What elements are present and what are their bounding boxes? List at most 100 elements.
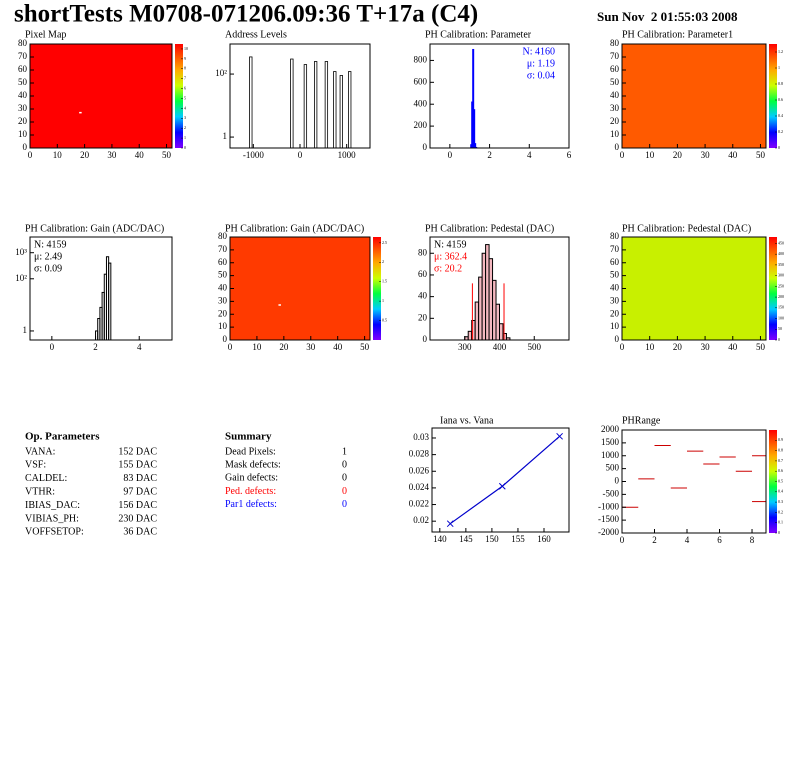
x-tick-label: 2 [487,150,492,160]
x-tick-label: 30 [701,342,711,352]
z-tick-label: 0.5 [382,317,387,322]
z-tick-label: 0.4 [778,489,783,494]
z-tick-label: 3 [184,115,186,120]
z-tick-label: 9 [184,56,186,61]
y-tick-label: -2000 [598,527,619,537]
x-tick-label: 8 [750,535,755,545]
x-tick-label: 145 [459,534,473,544]
z-tick-label: 0.1 [778,520,783,525]
z-tick-label: 0.5 [778,478,783,483]
z-tick-label: 5 [184,95,186,100]
y-tick-label: 60 [18,64,28,74]
y-tick-label: 0 [615,142,620,152]
x-tick-label: 0 [620,535,625,545]
hist-bin [481,252,487,341]
summary-value: 0 [342,473,347,484]
marker [446,520,454,528]
y-tick-label: 30 [610,103,620,113]
z-tick-label: 200 [778,294,784,299]
z-tick-label: 150 [778,305,784,310]
color-bar [175,44,183,148]
y-tick-label: 10 [18,129,28,139]
y-tick-label: 50 [610,270,620,280]
hist-bin [473,109,476,149]
panel-title: PH Calibration: Pedestal (DAC) [425,223,554,234]
summary-label: Par1 defects: [225,499,277,510]
param-label: IBIAS_DAC: [25,500,80,511]
y-tick-label: 400 [414,98,428,108]
stat: N: 4159 [434,239,467,250]
z-tick-label: 0.4 [778,113,783,118]
z-tick-label: 1 [778,65,780,70]
z-tick-label: 50 [778,326,782,331]
heatmap-area [230,237,370,340]
z-tick-label: 0.2 [778,129,783,134]
y-tick-label: 30 [18,103,28,113]
y-tick-label: 0 [423,142,428,152]
z-tick-label: 100 [778,315,784,320]
param-label: VANA: [25,446,55,457]
pixel [79,111,82,114]
hist-bin [485,244,490,341]
y-tick-label: 50 [610,77,620,87]
y-tick-label: 1000 [601,450,620,460]
x-tick-label: 150 [485,534,499,544]
y-tick-label: 1500 [601,437,620,447]
y-tick-label: 20 [610,116,620,126]
table-title: Summary [225,431,272,443]
y-tick-label: 0.02 [413,515,429,525]
z-tick-label: 450 [778,240,784,245]
param-value: 36 DAC [123,527,157,538]
summary-value: 0 [342,459,347,470]
x-tick-label: 4 [685,535,690,545]
x-tick-label: 20 [673,150,683,160]
x-tick-label: 20 [80,150,90,160]
hist-bin [492,279,497,341]
z-tick-label: 0 [778,145,780,150]
summary-value: 0 [342,499,347,510]
y-tick-label: 80 [610,231,620,241]
y-tick-label: 80 [610,38,620,48]
z-tick-label: 350 [778,262,784,267]
x-tick-label: 0 [620,150,625,160]
x-tick-label: 0 [448,150,453,160]
y-tick-label: 10 [218,321,228,331]
z-tick-label: 4 [184,105,186,110]
x-tick-label: 40 [135,150,145,160]
stat: σ: 0.04 [527,70,555,81]
stat: σ: 0.09 [34,263,62,274]
z-tick-label: 0 [778,337,780,342]
stat: μ: 1.19 [527,58,555,69]
x-tick-label: 0 [620,342,625,352]
panel-title: Address Levels [225,29,287,40]
x-tick-label: 20 [673,342,683,352]
x-tick-label: 155 [511,534,525,544]
y-tick-label: 0 [223,334,228,344]
z-tick-label: 6 [184,85,186,90]
y-tick-label: 40 [418,291,428,301]
panel-title: PHRange [622,415,661,426]
x-tick-label: 500 [528,342,542,352]
y-tick-label: 20 [610,308,620,318]
y-tick-label: 60 [610,257,620,267]
y-tick-label: 30 [218,295,228,305]
hist-bin [478,276,483,341]
hist-bin [474,301,480,341]
y-tick-label: 70 [218,244,228,254]
y-tick-label: 0.03 [413,432,429,442]
y-tick-label: 20 [18,116,28,126]
y-tick-label: 0 [423,334,428,344]
x-tick-label: 40 [728,150,738,160]
y-tick-label: 70 [610,244,620,254]
x-tick-label: 10 [53,150,63,160]
x-tick-label: 6 [567,150,572,160]
panel-title: PH Calibration: Gain (ADC/DAC) [225,223,364,234]
page-title: shortTests M0708-071206.09:36 T+17a (C4) [14,1,478,28]
hist-bin [467,330,473,341]
y-tick-label: 1 [23,325,28,335]
x-tick-label: 1000 [338,150,357,160]
x-tick-label: 400 [493,342,507,352]
stat: N: 4159 [34,239,67,250]
z-tick-label: 250 [778,283,784,288]
z-tick-label: 300 [778,273,784,278]
